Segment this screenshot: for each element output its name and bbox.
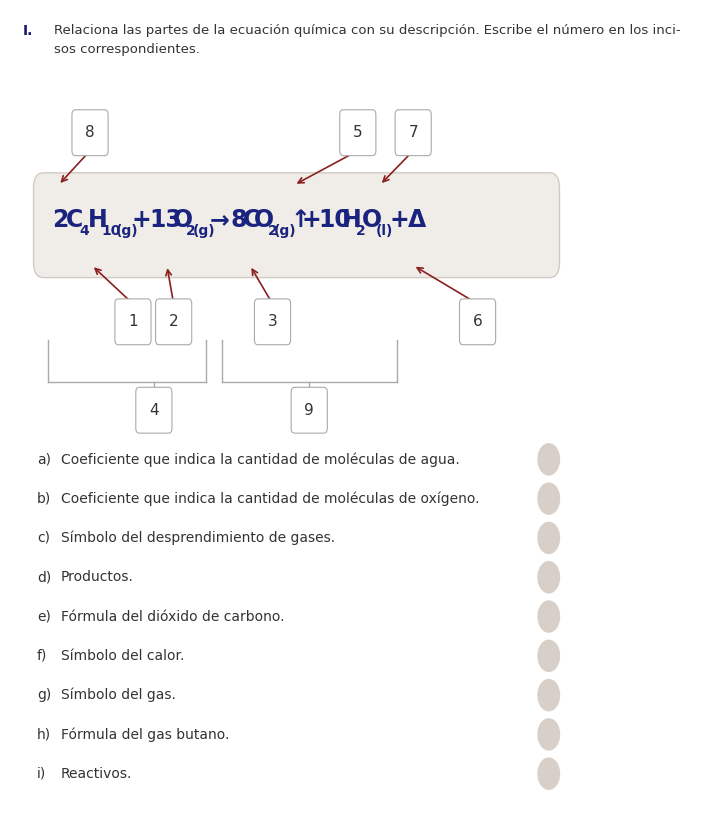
Text: Fórmula del gas butano.: Fórmula del gas butano. [60,727,229,742]
Circle shape [538,483,560,514]
Text: →: → [209,208,230,232]
Text: 9: 9 [304,403,314,418]
Text: ↑: ↑ [290,208,310,232]
Text: C: C [243,208,260,232]
Text: C: C [66,208,84,232]
Text: (g): (g) [193,224,216,238]
Text: Relaciona las partes de la ecuación química con su descripción. Escribe el númer: Relaciona las partes de la ecuación quím… [54,24,681,37]
Text: 13: 13 [149,208,182,232]
Text: f): f) [37,649,47,662]
Text: +: + [389,208,409,232]
FancyBboxPatch shape [340,110,376,155]
Text: 4: 4 [149,403,159,418]
Text: Δ: Δ [408,208,426,232]
Text: Símbolo del calor.: Símbolo del calor. [60,649,184,662]
Text: c): c) [37,531,50,545]
Text: 2: 2 [52,208,69,232]
Text: 8: 8 [230,208,247,232]
Text: d): d) [37,571,51,584]
Circle shape [538,758,560,789]
Text: (l): (l) [375,224,393,238]
Text: H: H [342,208,362,232]
Text: +: + [131,208,151,232]
FancyBboxPatch shape [136,387,172,433]
Text: 8: 8 [85,125,95,141]
FancyBboxPatch shape [254,299,290,345]
Text: +: + [302,208,322,232]
Text: g): g) [37,688,51,702]
Text: Símbolo del desprendimiento de gases.: Símbolo del desprendimiento de gases. [60,531,335,545]
Text: (g): (g) [274,224,297,238]
Circle shape [538,523,560,553]
Circle shape [538,601,560,632]
FancyBboxPatch shape [291,387,328,433]
Text: a): a) [37,452,51,466]
Text: O: O [362,208,382,232]
FancyBboxPatch shape [395,110,431,155]
Text: 7: 7 [408,125,418,141]
Text: 5: 5 [353,125,363,141]
FancyBboxPatch shape [155,299,192,345]
Text: sos correspondientes.: sos correspondientes. [54,43,200,55]
Text: O: O [172,208,193,232]
Text: 4: 4 [79,224,89,238]
FancyBboxPatch shape [115,299,151,345]
Text: Coeficiente que indica la cantidad de moléculas de agua.: Coeficiente que indica la cantidad de mo… [60,452,459,466]
Text: O: O [254,208,274,232]
Text: H: H [88,208,108,232]
Text: b): b) [37,491,51,505]
Text: Productos.: Productos. [60,571,134,584]
Text: 2: 2 [356,224,366,238]
Text: Coeficiente que indica la cantidad de moléculas de oxígeno.: Coeficiente que indica la cantidad de mo… [60,491,479,506]
Circle shape [538,719,560,750]
Text: 1: 1 [128,314,138,329]
Circle shape [538,680,560,710]
Text: Reactivos.: Reactivos. [60,767,132,781]
FancyBboxPatch shape [72,110,108,155]
Text: Fórmula del dióxido de carbono.: Fórmula del dióxido de carbono. [60,609,284,624]
Text: 10: 10 [319,208,352,232]
FancyBboxPatch shape [460,299,496,345]
Text: (g): (g) [116,224,138,238]
Text: 2: 2 [186,224,196,238]
Circle shape [538,444,560,475]
Text: 10: 10 [101,224,121,238]
Circle shape [538,562,560,593]
Text: 3: 3 [268,314,278,329]
Circle shape [538,640,560,672]
Text: h): h) [37,728,51,742]
FancyBboxPatch shape [34,173,560,278]
Text: I.: I. [22,24,33,38]
Text: 2: 2 [267,224,277,238]
Text: e): e) [37,609,51,624]
Text: 6: 6 [472,314,482,329]
Text: Símbolo del gas.: Símbolo del gas. [60,688,176,702]
Text: 2: 2 [169,314,179,329]
Text: i): i) [37,767,46,781]
